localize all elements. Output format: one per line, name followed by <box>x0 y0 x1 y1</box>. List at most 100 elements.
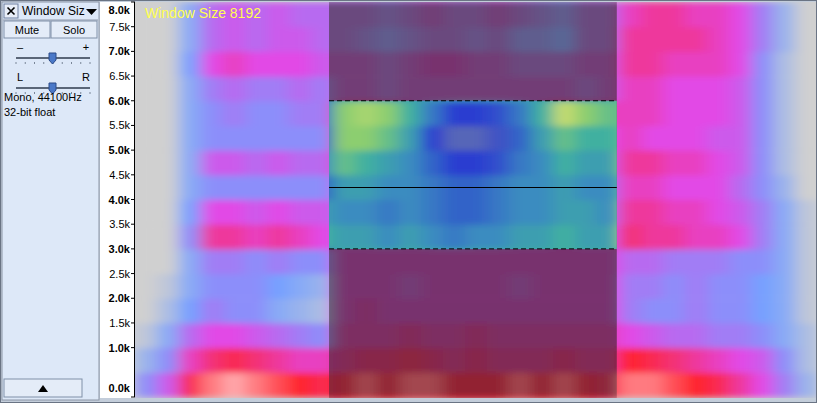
spectrogram-cell <box>377 200 400 225</box>
spectrogram-cell <box>245 249 268 274</box>
spectrogram-cell <box>329 224 334 249</box>
spectrogram-cell <box>245 27 268 52</box>
spectrogram-cell <box>531 2 554 27</box>
track-button-label[interactable]: Mute <box>15 24 39 36</box>
spectrogram-title: Window Size 8192 <box>145 5 261 21</box>
spectrogram-cell <box>333 150 356 175</box>
y-tick <box>131 273 135 274</box>
spectrogram-cell <box>355 274 378 299</box>
spectrogram-cell <box>311 76 334 101</box>
spectrogram-cell <box>377 249 400 274</box>
y-tick-label: 4.0k <box>109 194 131 206</box>
spectrogram-cell <box>641 125 664 150</box>
spectrogram-cell <box>729 372 752 397</box>
dropdown-icon[interactable] <box>86 9 97 15</box>
spectrogram-cell <box>531 348 554 373</box>
y-tick-label: 6.5k <box>109 70 130 82</box>
spectrogram-cell <box>553 150 576 175</box>
spectrogram-cell <box>597 51 617 76</box>
spectrogram-cell <box>421 298 444 323</box>
spectrogram-cell <box>333 323 356 348</box>
spectrogram-cell <box>465 274 488 299</box>
spectrogram-cell <box>487 348 510 373</box>
spectrogram-cell <box>487 372 510 397</box>
spectrogram-cell <box>509 200 532 225</box>
spectrogram-cell <box>575 224 598 249</box>
spectrogram-cell <box>575 323 598 348</box>
slider-label: + <box>83 41 89 53</box>
spectrogram-cell <box>575 101 598 126</box>
track-button-label[interactable]: Solo <box>63 24 85 36</box>
spectrogram-cell <box>663 200 686 225</box>
spectrogram-cell <box>795 323 817 348</box>
spectrogram-cell <box>377 125 400 150</box>
spectrogram-cell <box>509 150 532 175</box>
spectrogram-cell <box>157 200 180 225</box>
spectrogram-cell <box>201 150 224 175</box>
spectrogram-cell <box>421 51 444 76</box>
spectrogram-cell <box>707 249 730 274</box>
spectrogram-cell <box>377 372 400 397</box>
spectrogram-cell <box>597 323 617 348</box>
collapse-button[interactable] <box>4 379 82 397</box>
spectrogram-cell <box>179 150 202 175</box>
spectrogram-cell <box>509 101 532 126</box>
spectrogram-cell <box>267 348 290 373</box>
spectrogram-cell <box>399 101 422 126</box>
collapse-icon[interactable] <box>38 385 48 392</box>
spectrogram-cell <box>377 372 400 397</box>
spectrogram-cell <box>267 323 290 348</box>
spectrogram-cell <box>509 2 532 27</box>
spectrogram-cell <box>487 150 510 175</box>
spectrogram-cell <box>575 2 598 27</box>
spectrogram-cell <box>333 200 356 225</box>
y-tick-label: 1.0k <box>109 342 131 354</box>
spectrogram-cell <box>707 298 730 323</box>
spectrogram-cell <box>443 2 466 27</box>
spectrogram-cell <box>751 27 774 52</box>
track-button[interactable] <box>51 21 97 38</box>
spectrogram-cell <box>443 150 466 175</box>
spectrogram-cell <box>267 372 290 397</box>
spectrogram-cell <box>223 51 246 76</box>
track-name[interactable]: Window Siz <box>22 4 85 18</box>
spectrogram-cell <box>553 150 576 175</box>
spectrogram-cell <box>355 224 378 249</box>
spectrogram-cell <box>729 2 752 27</box>
spectrogram-cell <box>575 298 598 323</box>
spectrogram-cell <box>707 150 730 175</box>
spectrogram-cell <box>729 175 752 200</box>
spectrogram-cell <box>289 27 312 52</box>
spectrogram-cell <box>509 51 532 76</box>
spectrogram-cell <box>333 224 356 249</box>
spectrogram-cell <box>531 372 554 397</box>
spectrogram-cell <box>553 323 576 348</box>
y-tick-label: 5.0k <box>109 144 131 156</box>
spectrogram-cell <box>597 101 617 126</box>
spectrogram-cell <box>575 125 598 150</box>
spectrogram-cell <box>399 76 422 101</box>
spectrogram-cell <box>597 249 620 274</box>
spectrogram-cell <box>399 125 422 150</box>
spectrogram-cell <box>575 51 598 76</box>
spectrogram-cell <box>531 125 554 150</box>
spectrogram-cell <box>553 200 576 225</box>
spectrogram-cell <box>329 200 334 225</box>
spectrogram-cell <box>355 51 378 76</box>
spectrogram-cell <box>289 298 312 323</box>
spectrogram-cell <box>333 249 356 274</box>
spectrogram-cell <box>575 101 598 126</box>
close-button[interactable] <box>4 4 18 18</box>
slider-thumb[interactable] <box>49 53 56 64</box>
spectrogram-cell <box>619 76 642 101</box>
spectrogram-cell <box>597 274 617 299</box>
spectrogram-cell <box>487 125 510 150</box>
spectrogram-cell <box>597 27 617 52</box>
track-button[interactable] <box>4 21 50 38</box>
spectrogram-cell <box>355 76 378 101</box>
spectrogram-cell <box>487 150 510 175</box>
spectrogram-cell <box>509 101 532 126</box>
spectrogram-cell <box>575 76 598 101</box>
spectrogram-cell <box>289 150 312 175</box>
spectrogram-cell <box>179 372 202 397</box>
